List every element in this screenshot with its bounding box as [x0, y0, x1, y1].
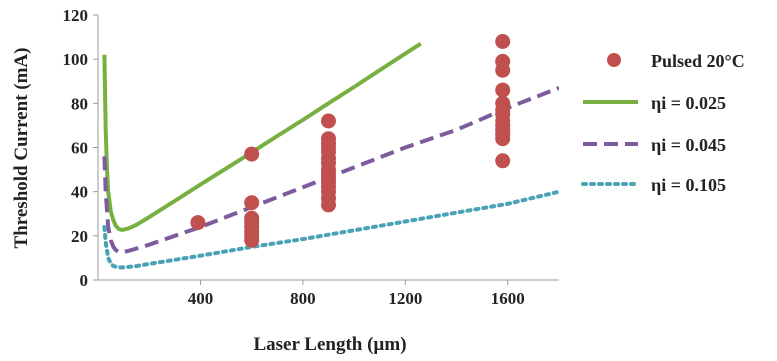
x-tick-label: 1600	[491, 289, 525, 308]
scatter-point	[321, 113, 336, 129]
y-axis-title: Threshold Current (mA)	[11, 48, 32, 249]
legend-label-eta-0045: ηi = 0.045	[651, 135, 726, 155]
scatter-point	[321, 197, 336, 213]
y-tick-label: 120	[63, 6, 89, 25]
series-line-1	[102, 42, 422, 232]
y-tick-label: 100	[63, 50, 89, 69]
scatter-point	[244, 146, 260, 162]
legend-marker-pulsed	[607, 53, 621, 67]
scatter-point	[190, 215, 206, 231]
ticks-layer: 0 20 40 60 80 100 120 400 800 1200 1600	[63, 6, 525, 308]
x-tick-label: 400	[188, 289, 214, 308]
y-tick-label: 80	[71, 94, 88, 113]
scatter-layer	[190, 34, 511, 248]
x-tick-label: 1200	[388, 289, 422, 308]
y-tick-label: 0	[80, 271, 89, 290]
scatter-point	[244, 232, 260, 248]
y-tick-label: 60	[71, 139, 88, 158]
scatter-point	[244, 195, 260, 211]
scatter-point	[495, 62, 511, 78]
series-line-3	[102, 189, 559, 270]
legend-label-eta-0105: ηi = 0.105	[651, 175, 726, 195]
series-line-2	[102, 86, 559, 255]
y-tick-label: 20	[71, 227, 88, 246]
legend-label-pulsed: Pulsed 20°C	[651, 51, 745, 71]
scatter-point	[495, 82, 511, 98]
legend-label-eta-0025: ηi = 0.025	[651, 93, 726, 113]
scatter-point	[495, 153, 511, 169]
y-tick-label: 40	[71, 183, 88, 202]
scatter-point	[495, 34, 511, 49]
series-layer	[102, 42, 559, 270]
x-axis-title: Laser Length (µm)	[253, 334, 406, 355]
legend: Pulsed 20°C ηi = 0.025 ηi = 0.045 ηi = 0…	[581, 51, 745, 195]
x-tick-label: 800	[290, 289, 316, 308]
scatter-point	[495, 131, 511, 147]
